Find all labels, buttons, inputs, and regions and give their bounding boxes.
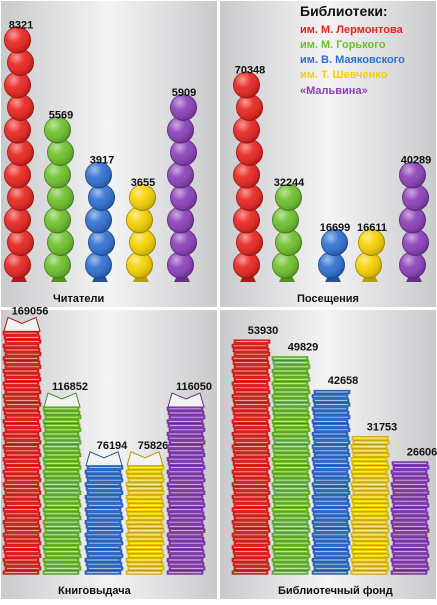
bar-1-5: 5909 [167, 87, 197, 282]
bar-3-4: 75826 [125, 440, 169, 575]
bar-1-3: 3917 [85, 155, 115, 282]
value-label: 169056 [12, 305, 49, 317]
value-label: 16611 [357, 222, 387, 234]
value-label: 42658 [328, 375, 359, 387]
value-label: 116852 [52, 381, 88, 393]
value-label: 53930 [248, 325, 279, 337]
caption-library-fund: Библиотечный фонд [278, 585, 393, 597]
value-label: 70348 [235, 65, 266, 77]
legend: Библиотеки: им. М. Лермонтова им. М. Гор… [300, 3, 405, 97]
value-label: 16699 [320, 222, 351, 234]
bar-2-2: 32244 [272, 177, 305, 282]
value-label: 31753 [367, 421, 398, 433]
legend-item-mayakovsky: им. В. Маяковского [300, 54, 405, 66]
value-label: 32244 [274, 177, 305, 189]
value-label: 76194 [97, 440, 128, 452]
bar-3-1: 169056 [2, 305, 49, 575]
caption-visits: Посещения [297, 293, 359, 305]
legend-title: Библиотеки: [300, 3, 388, 19]
value-label: 75826 [138, 440, 169, 452]
bar-4-5: 26606 [390, 447, 437, 575]
bar-3-3: 76194 [84, 440, 128, 575]
bar-1-1: 8321 [4, 20, 34, 282]
bar-4-1: 53930 [231, 325, 279, 575]
caption-readers: Читатели [53, 293, 104, 305]
legend-item-lermontov: им. М. Лермонтова [300, 24, 404, 36]
value-label: 8321 [9, 20, 33, 32]
value-label: 5909 [172, 87, 196, 99]
bar-4-2: 49829 [271, 342, 319, 575]
bar-2-1: 70348 [233, 65, 266, 282]
bar-2-5: 40289 [399, 155, 432, 282]
legend-item-gorky: им. М. Горького [300, 39, 386, 51]
bar-1-2: 5569 [44, 110, 74, 282]
legend-item-shevchenko: им. Т. Шевченко [300, 69, 388, 81]
value-label: 3917 [90, 155, 114, 167]
bar-3-5: 116050 [166, 381, 212, 575]
bar-1-4: 3655 [126, 177, 156, 282]
bar-4-3: 42658 [311, 375, 359, 575]
bar-4-4: 31753 [350, 421, 398, 575]
value-label: 26606 [407, 447, 437, 459]
legend-item-malvina: «Мальвина» [300, 85, 368, 97]
bar-3-2: 116852 [42, 381, 88, 575]
value-label: 40289 [401, 155, 432, 167]
value-label: 116050 [176, 381, 212, 393]
bar-2-4: 16611 [355, 222, 387, 282]
value-label: 3655 [131, 177, 155, 189]
value-label: 5569 [49, 110, 73, 122]
value-label: 49829 [288, 342, 319, 354]
chart-marks: 8321 5569 3917 3655 5909 70348 32244 16699 16611… [2, 20, 437, 575]
bar-2-3: 16699 [318, 222, 351, 282]
caption-book-issue: Книговыдача [58, 585, 132, 597]
